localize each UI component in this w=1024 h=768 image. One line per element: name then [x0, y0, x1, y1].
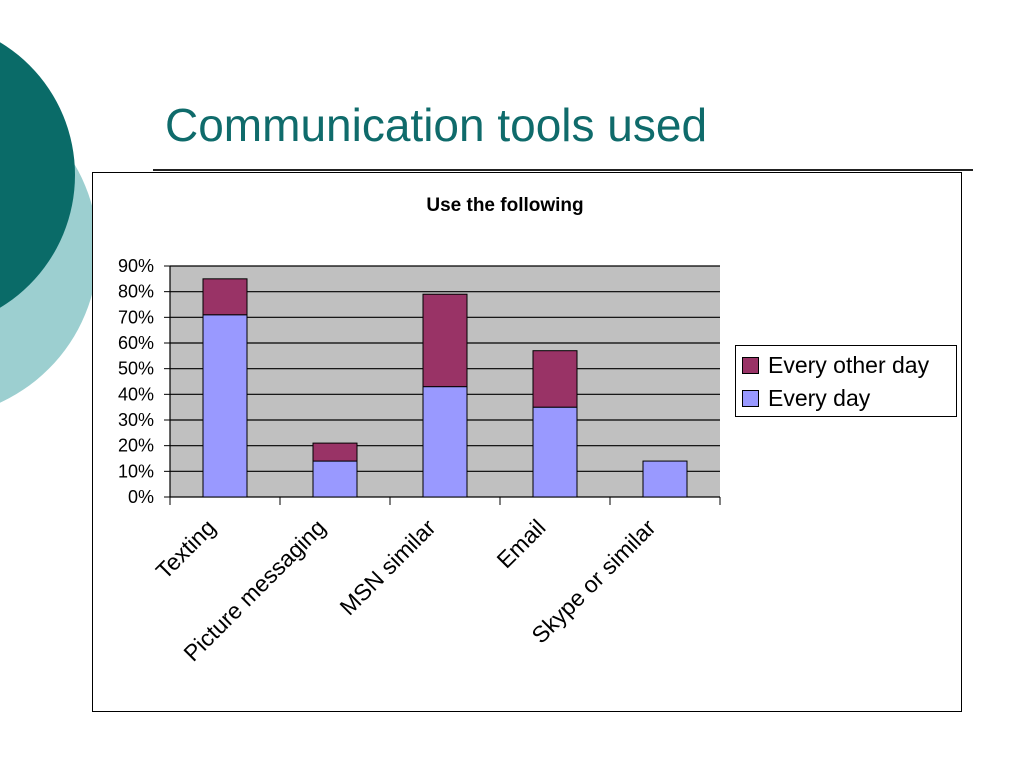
x-category-label: MSN similar — [335, 514, 441, 620]
legend-label-every-day: Every day — [768, 385, 871, 411]
y-tick-label: 50% — [118, 359, 154, 379]
x-category-label: Texting — [151, 514, 221, 584]
y-tick-label: 30% — [118, 410, 154, 430]
legend-item-every-day: Every day — [742, 382, 950, 415]
legend-item-every-other-day: Every other day — [742, 349, 950, 382]
bar-segment — [312, 442, 358, 462]
legend-swatch-every-other-day — [742, 357, 759, 374]
y-tick-label: 90% — [118, 256, 154, 276]
y-tick-label: 80% — [118, 282, 154, 302]
decorative-circles — [0, 42, 98, 403]
chart-title: Use the following — [426, 195, 583, 216]
bar-segment — [532, 350, 578, 408]
bar-chart: Use the following 0% 10% 20% 30% 40% 50% 60% 70%… — [118, 195, 721, 666]
bar-segment — [202, 314, 248, 498]
y-tick-label: 20% — [118, 436, 154, 456]
y-tick-label: 10% — [118, 461, 154, 481]
y-tick-label: 60% — [118, 333, 154, 353]
chart-frame: Use the following 0% 10% 20% 30% 40% 50% 60% 70%… — [92, 172, 962, 712]
bar-segment — [532, 406, 578, 498]
y-tick-label: 0% — [128, 487, 154, 507]
legend-swatch-every-day — [742, 390, 759, 407]
chart-legend: Every other day Every day — [735, 345, 957, 417]
bar-segment — [422, 293, 468, 388]
y-tick-label: 40% — [118, 384, 154, 404]
legend-label-every-other-day: Every other day — [768, 352, 930, 378]
y-tick-label: 70% — [118, 307, 154, 327]
bar-segment — [312, 460, 358, 498]
slide-title: Communication tools used — [165, 99, 708, 151]
x-category-label: Email — [491, 514, 550, 573]
bar-segment — [202, 278, 248, 316]
title-divider — [153, 169, 973, 171]
deco-dark-circle — [0, 42, 75, 308]
bar-segment — [422, 386, 468, 498]
bar-segment — [642, 460, 688, 498]
